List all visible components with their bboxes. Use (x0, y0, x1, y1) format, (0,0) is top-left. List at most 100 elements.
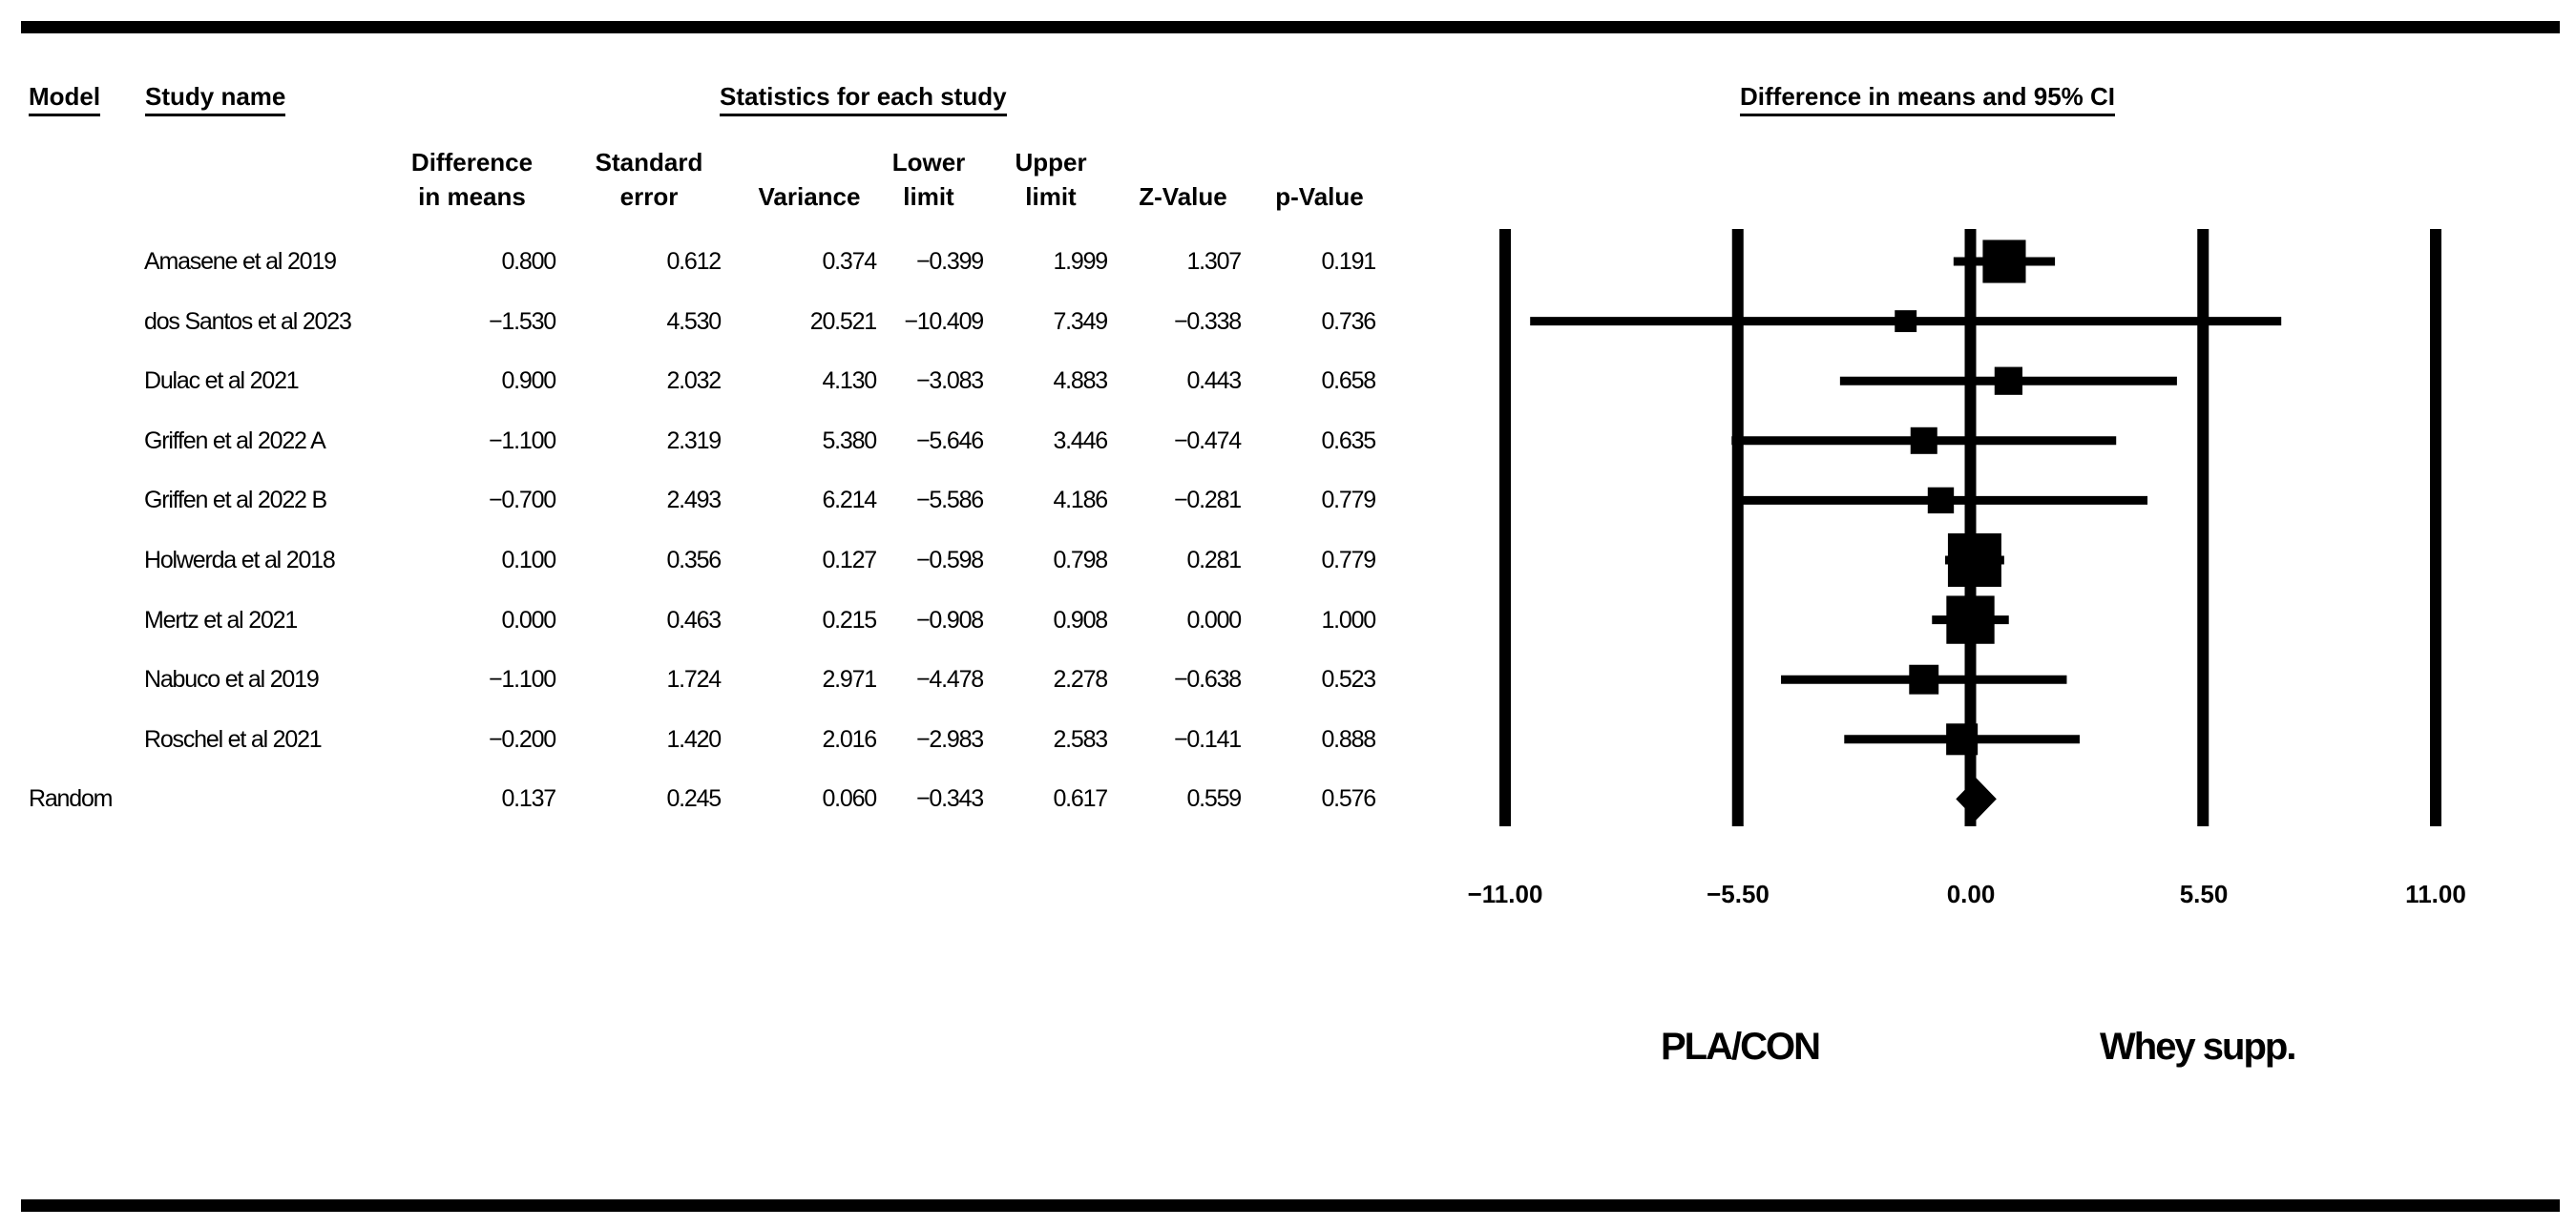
cell-diff-in-means: −1.530 (489, 307, 556, 335)
row-study-name: Nabuco et al 2019 (144, 666, 320, 694)
cell-standard-error: 0.356 (666, 547, 722, 573)
col-header-variance-line2: Variance (758, 182, 861, 211)
cell-upper-limit: 1.999 (1053, 248, 1108, 275)
cell-lower-limit: −2.983 (916, 725, 984, 753)
cell-standard-error: 1.420 (666, 725, 722, 753)
cell-standard-error: 2.032 (666, 367, 722, 395)
x-tick-label: 11.00 (2405, 880, 2466, 908)
model-header-text: Model (29, 82, 101, 116)
cell-lower-limit: −0.598 (916, 547, 984, 573)
cell-z-value: −0.141 (1174, 725, 1242, 753)
cell-upper-limit: 4.186 (1053, 487, 1108, 514)
cell-z-value: 0.000 (1186, 606, 1242, 634)
cell-upper-limit: 3.446 (1053, 427, 1108, 454)
col-header-standard-error-line2: error (619, 182, 679, 211)
row-study-name: dos Santos et al 2023 (144, 307, 352, 335)
cell-diff-in-means: 0.100 (501, 547, 556, 573)
cell-variance: 6.214 (822, 487, 877, 514)
cell-lower-limit: −3.083 (916, 367, 984, 395)
cell-upper-limit: 2.583 (1053, 725, 1108, 753)
cell-z-value: −0.281 (1174, 487, 1242, 514)
plot-title-text: Difference in means and 95% CI (1740, 82, 2116, 116)
cell-p-value: 0.191 (1321, 248, 1376, 275)
cell-variance: 0.060 (822, 785, 877, 813)
statistics-header-text: Statistics for each study (720, 82, 1007, 116)
col-header-lower-limit: Lower limit (876, 145, 981, 214)
left-favours-label: PLA/CON (1661, 1026, 1821, 1068)
point-estimate-marker (1982, 239, 2026, 283)
col-header-difference-line1: Difference (410, 148, 534, 177)
col-header-lower-limit-line2: limit (903, 182, 954, 211)
col-header-difference: Difference in means (388, 145, 555, 214)
cell-upper-limit: 0.617 (1053, 785, 1108, 813)
cell-variance: 0.215 (822, 606, 877, 634)
cell-standard-error: 0.612 (666, 248, 722, 275)
col-header-upper-limit: Upper limit (998, 145, 1103, 214)
cell-standard-error: 0.245 (666, 785, 722, 813)
cell-lower-limit: −4.478 (916, 666, 984, 694)
point-estimate-marker (1946, 723, 1979, 756)
cell-variance: 2.016 (822, 725, 877, 753)
model-header: Model (29, 82, 101, 116)
cell-lower-limit: −5.646 (916, 427, 984, 454)
col-header-lower-limit-line1: Lower (891, 148, 966, 177)
x-tick-label: 0.00 (1946, 880, 1996, 908)
cell-standard-error: 2.493 (666, 487, 722, 514)
study-name-header-text: Study name (145, 82, 286, 116)
row-study-name: Griffen et al 2022 B (144, 487, 327, 514)
cell-p-value: 0.635 (1321, 427, 1376, 454)
cell-p-value: 0.658 (1321, 367, 1376, 395)
cell-variance: 0.127 (822, 547, 877, 573)
cell-upper-limit: 4.883 (1053, 367, 1108, 395)
cell-diff-in-means: −0.700 (489, 487, 556, 514)
cell-lower-limit: −0.343 (916, 785, 984, 813)
cell-upper-limit: 0.908 (1053, 606, 1108, 634)
cell-diff-in-means: 0.137 (501, 785, 556, 813)
cell-lower-limit: −5.586 (916, 487, 984, 514)
cell-z-value: 0.281 (1186, 547, 1242, 573)
row-model-cell: Random (29, 785, 114, 813)
cell-p-value: 0.779 (1321, 487, 1376, 514)
row-study-name: Mertz et al 2021 (144, 606, 298, 634)
cell-standard-error: 0.463 (666, 606, 722, 634)
cell-p-value: 0.888 (1321, 725, 1376, 753)
cell-z-value: 0.443 (1186, 367, 1242, 395)
row-study-name: Amasene et al 2019 (144, 248, 337, 275)
cell-p-value: 0.736 (1321, 307, 1376, 335)
cell-variance: 2.971 (822, 666, 877, 694)
cell-diff-in-means: −1.100 (489, 666, 556, 694)
col-header-upper-limit-line2: limit (1025, 182, 1077, 211)
cell-p-value: 0.779 (1321, 547, 1376, 573)
point-estimate-marker (1946, 595, 1995, 644)
cell-variance: 4.130 (822, 367, 877, 395)
cell-variance: 5.380 (822, 427, 877, 454)
point-estimate-marker (1910, 427, 1937, 454)
cell-standard-error: 4.530 (666, 307, 722, 335)
col-header-standard-error-line1: Standard (595, 148, 703, 177)
col-header-p-value: p-Value (1255, 145, 1384, 214)
cell-diff-in-means: 0.900 (501, 367, 556, 395)
cell-z-value: 0.559 (1186, 785, 1242, 813)
cell-variance: 0.374 (822, 248, 877, 275)
cell-z-value: −0.474 (1174, 427, 1242, 454)
point-estimate-marker (1909, 664, 1939, 695)
point-estimate-marker (1927, 487, 1955, 514)
cell-upper-limit: 7.349 (1053, 307, 1108, 335)
col-header-p-value-line2: p-Value (1275, 182, 1364, 211)
cell-upper-limit: 0.798 (1053, 547, 1108, 573)
cell-variance: 20.521 (809, 307, 877, 335)
bottom-border (21, 1199, 2560, 1212)
summary-diamond (1956, 778, 1997, 821)
cell-lower-limit: −0.399 (916, 248, 984, 275)
top-border (21, 21, 2560, 33)
cell-lower-limit: −0.908 (916, 606, 984, 634)
point-estimate-marker (1994, 366, 2023, 395)
point-estimate-marker (1947, 533, 2001, 587)
row-study-name: Holwerda et al 2018 (144, 547, 336, 573)
x-tick-label: −11.00 (1467, 880, 1543, 908)
col-header-upper-limit-line1: Upper (1015, 148, 1087, 177)
col-header-z-value-line2: Z-Value (1139, 182, 1227, 211)
cell-diff-in-means: −1.100 (489, 427, 556, 454)
row-study-name: Roschel et al 2021 (144, 725, 323, 753)
